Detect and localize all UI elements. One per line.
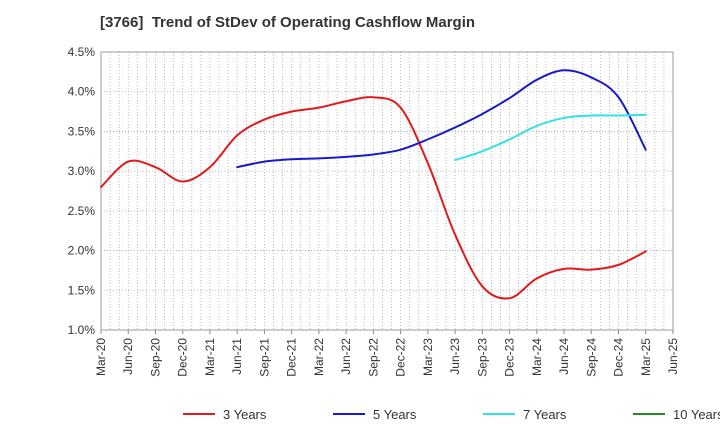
x-tick-label: Sep-23 xyxy=(475,338,489,377)
legend-label-3-years: 3 Years xyxy=(223,407,267,422)
x-tick-label: Dec-20 xyxy=(176,338,190,377)
x-tick-label: Mar-22 xyxy=(312,338,326,376)
x-tick-label: Sep-20 xyxy=(148,338,162,377)
series-line-7-years xyxy=(454,113,647,162)
x-tick-label: Jun-22 xyxy=(339,338,353,375)
y-tick-label: 4.5% xyxy=(68,45,96,59)
chart-title: [3766] Trend of StDev of Operating Cashf… xyxy=(100,14,476,31)
x-tick-label: Mar-21 xyxy=(203,338,217,376)
x-tick-label: Mar-20 xyxy=(94,338,108,376)
x-tick-label: Jun-21 xyxy=(230,338,244,375)
plot-frame xyxy=(100,51,674,331)
y-tick-label: 3.5% xyxy=(68,124,96,138)
x-tick-label: Jun-25 xyxy=(666,338,680,375)
series-line-5-years xyxy=(236,69,647,169)
x-tick-label: Mar-24 xyxy=(530,338,544,376)
y-tick-label: 4.0% xyxy=(68,85,96,99)
x-tick-label: Sep-24 xyxy=(584,338,598,377)
x-tick-label: Jun-23 xyxy=(448,338,462,375)
plot-area xyxy=(101,52,673,330)
y-tick-label: 2.5% xyxy=(68,204,96,218)
x-tick-label: Mar-25 xyxy=(639,338,653,376)
y-tick-label: 3.0% xyxy=(68,164,96,178)
legend-label-5-years: 5 Years xyxy=(373,407,417,422)
x-tick-label: Mar-23 xyxy=(421,338,435,376)
y-tick-label: 1.0% xyxy=(68,323,96,337)
x-tick-label: Jun-20 xyxy=(121,338,135,375)
y-tick-label: 2.0% xyxy=(68,244,96,258)
x-tick-label: Jun-24 xyxy=(557,338,571,375)
series-line-3-years xyxy=(100,96,647,300)
legend-label-7-years: 7 Years xyxy=(523,407,567,422)
x-tick-label: Dec-21 xyxy=(285,338,299,377)
x-tick-label: Sep-22 xyxy=(366,338,380,377)
x-tick-label: Dec-23 xyxy=(503,338,517,377)
x-tick-label: Dec-22 xyxy=(394,338,408,377)
y-tick-label: 1.5% xyxy=(68,283,96,297)
x-tick-label: Dec-24 xyxy=(612,338,626,377)
x-tick-label: Sep-21 xyxy=(257,338,271,377)
legend-label-10-years: 10 Years xyxy=(673,407,720,422)
